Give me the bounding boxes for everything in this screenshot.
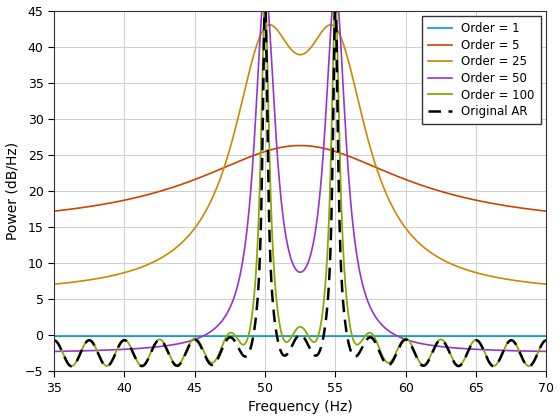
Original AR [503, 341, 510, 346]
Order = 25 [543, 282, 550, 287]
Order = 1 [258, 333, 264, 339]
Line: Order = 50: Order = 50 [54, 10, 547, 352]
Order = 50 [503, 348, 510, 353]
Order = 5 [50, 209, 57, 214]
Order = 5 [262, 149, 268, 154]
Order = 1 [503, 333, 510, 339]
Order = 25 [408, 233, 415, 238]
Order = 100 [258, 137, 264, 142]
Order = 100 [261, 8, 268, 13]
Original AR [528, 362, 535, 368]
Order = 100 [543, 338, 550, 343]
X-axis label: Frequency (Hz): Frequency (Hz) [248, 400, 353, 415]
Order = 25 [262, 25, 268, 30]
Order = 1 [262, 333, 268, 339]
Order = 50 [528, 349, 535, 354]
Order = 100 [68, 364, 75, 369]
Order = 5 [528, 207, 535, 212]
Order = 50 [543, 349, 550, 354]
Order = 25 [258, 32, 264, 37]
Order = 1 [284, 333, 291, 339]
Order = 5 [297, 143, 304, 148]
Order = 100 [285, 339, 292, 344]
Original AR [543, 338, 550, 343]
Line: Order = 25: Order = 25 [54, 25, 547, 284]
Order = 100 [409, 343, 416, 348]
Original AR [68, 364, 75, 369]
Legend: Order = 1, Order = 5, Order = 25, Order = 50, Order = 100, Original AR: Order = 1, Order = 5, Order = 25, Order … [422, 16, 540, 124]
Order = 50 [408, 339, 415, 344]
Order = 1 [50, 333, 57, 339]
Original AR [262, 8, 268, 13]
Order = 50 [259, 8, 265, 13]
Order = 50 [284, 245, 291, 250]
Original AR [50, 338, 57, 343]
Order = 5 [284, 144, 291, 149]
Order = 5 [408, 179, 415, 184]
Original AR [261, 8, 268, 13]
Line: Order = 5: Order = 5 [54, 146, 547, 211]
Order = 50 [262, 8, 268, 13]
Line: Original AR: Original AR [54, 10, 547, 366]
Order = 25 [528, 280, 535, 285]
Order = 25 [503, 277, 510, 282]
Y-axis label: Power (dB/Hz): Power (dB/Hz) [6, 142, 20, 240]
Order = 100 [50, 338, 57, 343]
Original AR [285, 350, 292, 355]
Order = 50 [50, 349, 57, 354]
Order = 5 [258, 150, 264, 155]
Order = 100 [503, 341, 510, 346]
Order = 25 [267, 22, 273, 27]
Order = 5 [503, 203, 510, 208]
Order = 1 [528, 333, 535, 339]
Order = 50 [258, 22, 264, 27]
Order = 25 [284, 43, 291, 48]
Order = 1 [408, 333, 415, 339]
Order = 25 [50, 282, 57, 287]
Order = 100 [262, 8, 268, 13]
Original AR [409, 344, 416, 349]
Line: Order = 100: Order = 100 [54, 10, 547, 366]
Order = 1 [543, 333, 550, 339]
Original AR [258, 218, 264, 223]
Order = 5 [543, 209, 550, 214]
Order = 100 [528, 362, 535, 367]
